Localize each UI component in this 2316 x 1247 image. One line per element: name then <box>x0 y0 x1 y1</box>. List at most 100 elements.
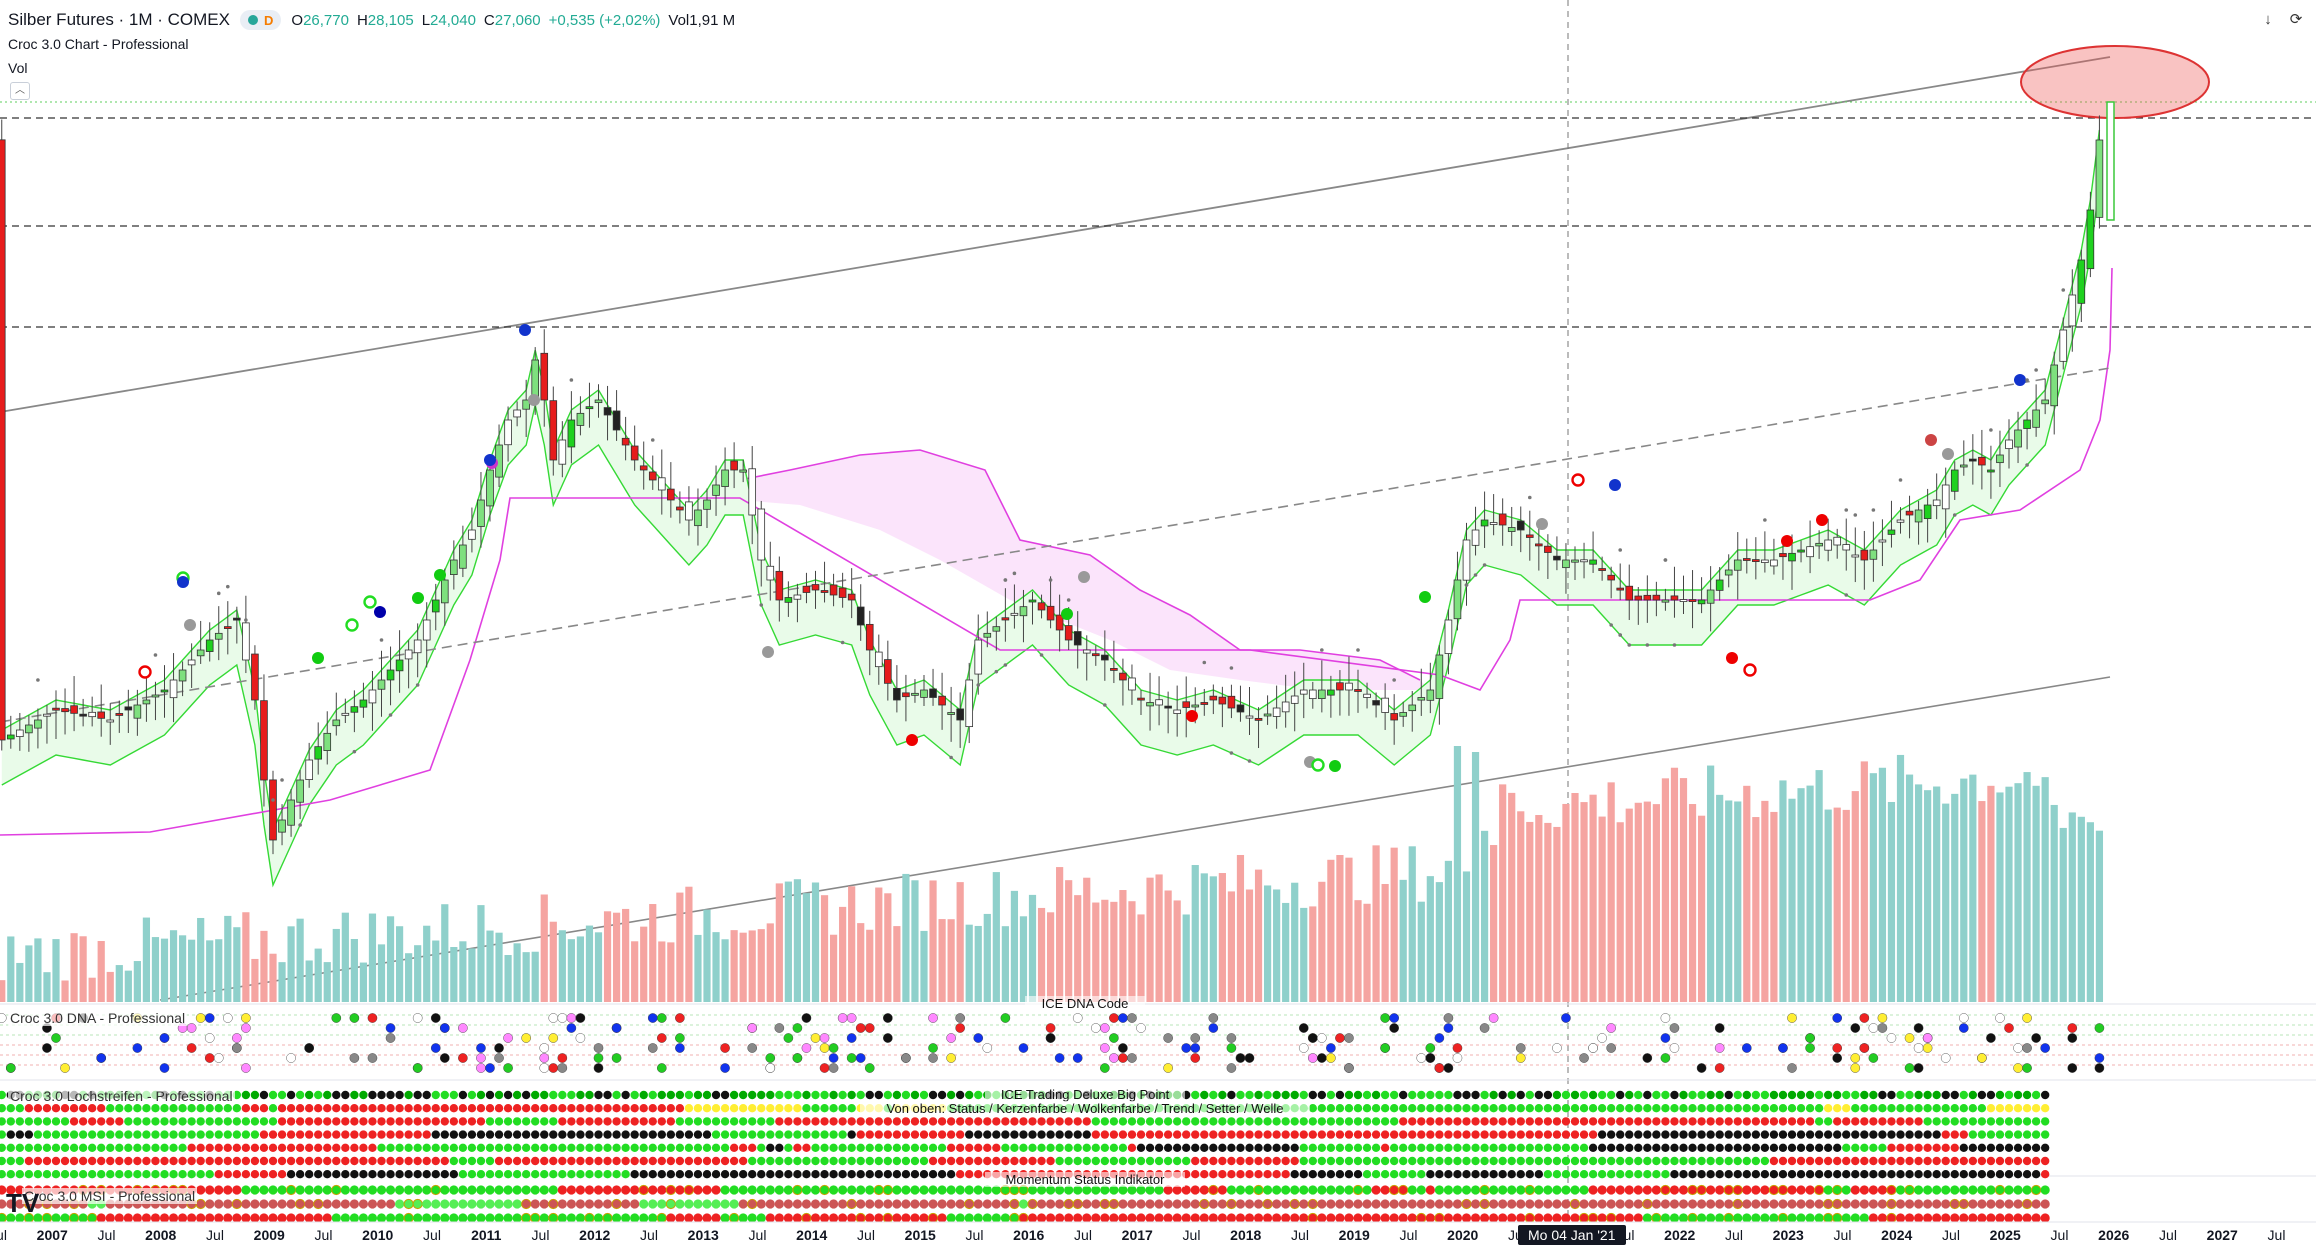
lochstreifen-dot <box>1851 1130 1860 1139</box>
signal-dot <box>312 652 324 664</box>
msi-dot <box>1877 1213 1888 1223</box>
dna-dot <box>1208 1023 1219 1033</box>
lochstreifen-title: ICE Trading Deluxe Big Point <box>985 1087 1185 1102</box>
status-pill[interactable]: D <box>240 10 282 30</box>
msi-dot <box>1543 1213 1553 1223</box>
volume-bar <box>1969 774 1977 1002</box>
lochstreifen-dot <box>612 1170 621 1179</box>
study-title[interactable]: Croc 3.0 Chart - Professional <box>8 36 189 52</box>
lochstreifen-dot <box>169 1156 178 1166</box>
candle-body <box>694 509 702 527</box>
dna-dot <box>1606 1023 1616 1033</box>
msi-dot <box>1136 1185 1146 1195</box>
msi-dot <box>973 1185 983 1195</box>
lochstreifen-dot <box>1805 1090 1815 1100</box>
signal-ring <box>1743 663 1757 677</box>
x-axis-bg <box>0 1222 2316 1247</box>
dna-dot <box>1859 1013 1870 1023</box>
lochstreifen-dot <box>684 1090 694 1100</box>
lochstreifen-dot <box>1643 1130 1652 1139</box>
lochstreifen-dot <box>467 1170 477 1179</box>
lochstreifen-dot <box>720 1090 730 1100</box>
candle-body <box>2014 429 2022 448</box>
lochstreifen-dot <box>1597 1130 1607 1139</box>
candle-body <box>160 689 169 693</box>
candle-body <box>1489 522 1498 525</box>
msi-dot <box>720 1213 730 1223</box>
dna-indicator-label[interactable]: Croc 3.0 DNA - Professional <box>8 1010 188 1026</box>
msi-dot <box>1244 1213 1255 1223</box>
msi-indicator-label[interactable]: Croc 3.0 MSI - Professional <box>22 1188 198 1204</box>
dna-dot <box>1118 1043 1128 1053</box>
msi-dot <box>286 1213 296 1223</box>
lochstreifen-dot <box>1760 1143 1770 1153</box>
lochstreifen-dot <box>567 1156 576 1166</box>
lochstreifen-dot <box>1796 1156 1806 1166</box>
volume-bar <box>1236 854 1245 1002</box>
lochstreifen-indicator-label[interactable]: Croc 3.0 Lochstreifen - Professional <box>8 1088 235 1104</box>
dna-dot <box>864 1023 875 1033</box>
lochstreifen-dot <box>1606 1104 1616 1113</box>
symbol-title[interactable]: Silber Futures · 1M · COMEX <box>8 10 230 29</box>
small-marker <box>36 678 40 682</box>
msi-dot <box>982 1185 992 1195</box>
lochstreifen-dot <box>196 1170 205 1179</box>
lochstreifen-dot <box>1661 1143 1670 1153</box>
msi-dot <box>801 1212 812 1224</box>
msi-dot <box>195 1198 206 1210</box>
chevron-up-icon[interactable]: ︿ <box>10 82 30 100</box>
msi-dot <box>937 1199 947 1209</box>
lochstreifen-dot <box>6 1104 15 1113</box>
candle-body <box>422 619 431 641</box>
lochstreifen-dot <box>675 1130 685 1139</box>
lochstreifen-dot <box>1905 1090 1914 1100</box>
lochstreifen-dot <box>503 1104 513 1113</box>
msi-dot <box>865 1199 875 1209</box>
lochstreifen-dot <box>1851 1117 1860 1126</box>
volume-bar <box>1399 879 1407 1002</box>
lochstreifen-dot <box>521 1170 531 1179</box>
lochstreifen-dot <box>232 1170 242 1179</box>
lochstreifen-dot <box>350 1090 359 1100</box>
lochstreifen-dot <box>1543 1170 1553 1179</box>
msi-dot <box>1660 1199 1671 1209</box>
small-marker <box>1989 428 1993 432</box>
msi-dot <box>1850 1199 1860 1209</box>
lochstreifen-dot <box>512 1130 522 1139</box>
lochstreifen-dot <box>1977 1117 1987 1126</box>
candle-body <box>639 465 648 471</box>
download-icon[interactable]: ↓ <box>2264 11 2272 28</box>
lochstreifen-dot <box>531 1130 540 1139</box>
msi-dot <box>1181 1213 1191 1223</box>
refresh-icon[interactable]: ⟳ <box>2289 11 2303 28</box>
lochstreifen-dot <box>350 1104 359 1113</box>
lochstreifen-dot <box>341 1117 350 1126</box>
msi-dot <box>1904 1213 1915 1223</box>
volume-bar <box>106 971 114 1002</box>
lochstreifen-dot <box>1570 1156 1580 1166</box>
lochstreifen-dot <box>784 1156 793 1166</box>
msi-dot <box>530 1185 540 1195</box>
msi-dot <box>1524 1212 1535 1224</box>
msi-dot <box>1172 1213 1182 1223</box>
lochstreifen-dot <box>1679 1170 1688 1179</box>
lochstreifen-dot <box>1688 1130 1697 1139</box>
lochstreifen-dot <box>1435 1090 1444 1100</box>
lochstreifen-dot <box>1561 1104 1571 1113</box>
msi-dot <box>60 1213 70 1223</box>
x-axis-label: 2012 <box>579 1227 610 1243</box>
lochstreifen-dot <box>1308 1143 1317 1153</box>
lochstreifen-dot <box>314 1156 323 1166</box>
lochstreifen-dot <box>151 1117 160 1126</box>
lochstreifen-dot <box>2031 1117 2041 1126</box>
volume-bar <box>929 880 937 1002</box>
volume-label[interactable]: Vol <box>8 60 28 76</box>
lochstreifen-dot <box>323 1143 332 1153</box>
lochstreifen-dot <box>1733 1170 1742 1179</box>
lochstreifen-dot <box>178 1156 187 1166</box>
lochstreifen-dot <box>368 1090 377 1100</box>
msi-dot <box>205 1213 215 1223</box>
msi-dot <box>819 1213 830 1223</box>
candle-body <box>1453 579 1462 620</box>
